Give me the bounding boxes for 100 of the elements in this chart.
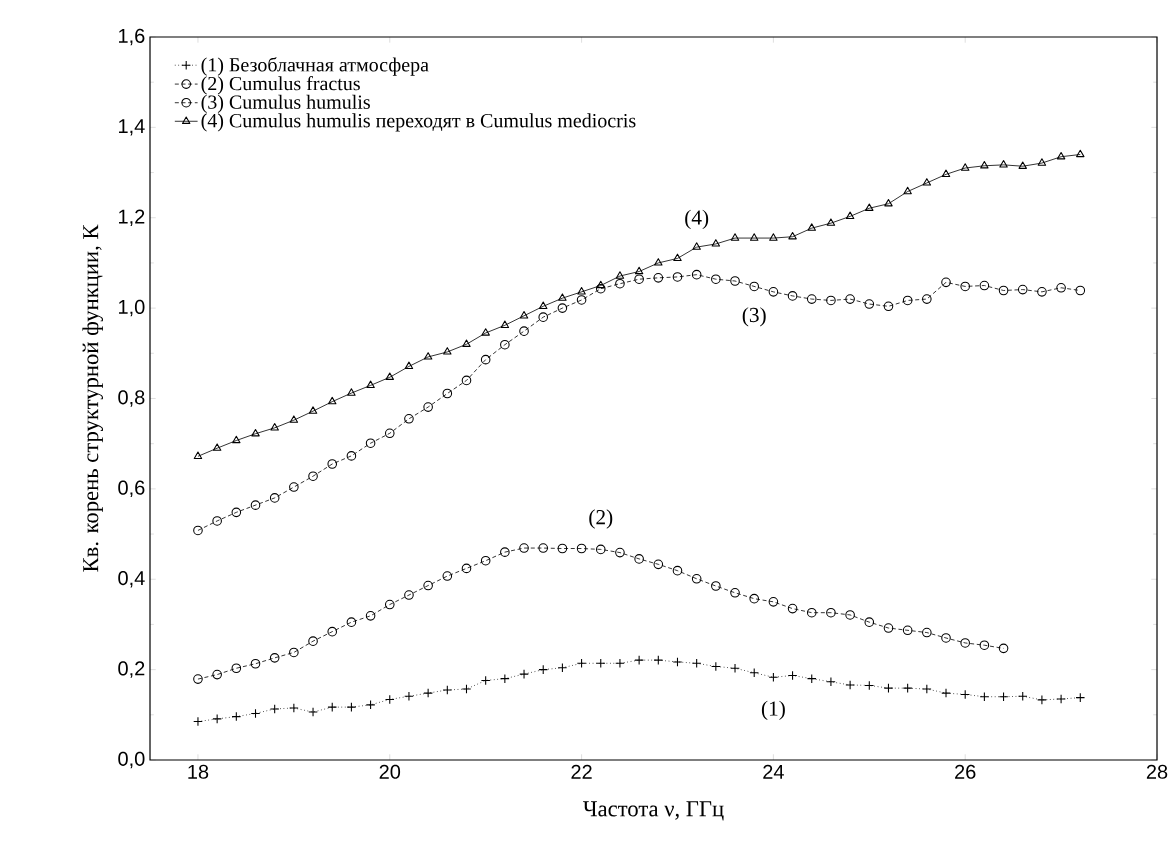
y-tick-label: 1,6 <box>119 28 145 46</box>
point <box>999 160 1008 168</box>
point <box>461 563 472 574</box>
point <box>289 482 299 492</box>
point <box>500 320 510 328</box>
point <box>730 663 740 674</box>
point <box>308 406 318 414</box>
point <box>902 295 913 306</box>
point <box>883 623 894 633</box>
point <box>692 242 701 250</box>
point <box>385 372 394 380</box>
point <box>461 684 472 694</box>
point <box>250 658 261 669</box>
y-tick-label: 0,6 <box>118 480 145 498</box>
point <box>481 328 490 336</box>
annotation: (1) <box>761 700 785 721</box>
point <box>595 544 606 555</box>
point <box>193 451 203 459</box>
point <box>615 271 625 279</box>
point <box>519 669 529 679</box>
point <box>788 231 797 240</box>
point <box>902 625 913 636</box>
point <box>883 683 894 693</box>
point <box>711 274 721 284</box>
point <box>941 688 951 698</box>
legend-label: (2) Cumulus fractus <box>201 76 360 95</box>
x-tick-label: 26 <box>955 764 976 779</box>
point <box>404 361 414 370</box>
point <box>269 704 280 714</box>
point <box>615 658 625 669</box>
point <box>787 291 798 301</box>
point <box>576 543 587 554</box>
point <box>998 691 1009 702</box>
point <box>327 626 338 637</box>
point <box>883 301 894 312</box>
y-tick-label: 0,2 <box>118 661 145 678</box>
point <box>327 702 338 712</box>
point <box>365 700 376 710</box>
point <box>845 680 855 690</box>
y-tick-label: 0,0 <box>118 751 145 769</box>
point <box>634 266 644 275</box>
point <box>365 611 376 621</box>
legend-label: (3) Cumulus humulis <box>201 94 370 113</box>
point <box>347 388 356 396</box>
point <box>212 714 222 724</box>
x-tick-label: 24 <box>763 764 784 779</box>
point <box>922 627 932 638</box>
point <box>327 459 338 469</box>
point <box>826 677 836 687</box>
point <box>577 287 586 295</box>
x-axis-title: Частота ν, ГГц <box>583 801 724 821</box>
point <box>941 633 951 643</box>
point <box>654 258 663 266</box>
point <box>576 658 587 669</box>
point <box>691 573 702 584</box>
point <box>730 276 740 286</box>
point <box>1056 694 1066 704</box>
point <box>922 684 932 694</box>
point <box>423 352 433 360</box>
point <box>807 223 816 231</box>
point <box>232 435 241 444</box>
y-axis-title: Кв. корень структурной функции, К <box>82 224 104 572</box>
point <box>231 507 242 518</box>
y-tick-label: 0,8 <box>118 390 145 407</box>
point <box>442 388 453 399</box>
point <box>308 471 318 482</box>
point <box>903 186 912 195</box>
point <box>308 636 318 646</box>
point <box>768 672 779 683</box>
point <box>519 326 529 336</box>
annotation: (3) <box>742 307 766 327</box>
point <box>711 581 721 591</box>
point <box>1037 158 1047 166</box>
point <box>212 669 222 680</box>
point <box>384 428 395 439</box>
legend-label: (1) Безоблачная атмосфера <box>201 57 429 76</box>
point <box>270 423 279 431</box>
point <box>231 663 242 674</box>
point <box>884 198 893 207</box>
point <box>442 571 453 581</box>
point <box>193 674 203 684</box>
point <box>500 339 510 350</box>
point <box>769 233 778 241</box>
point <box>826 295 836 306</box>
annotation: (4) <box>685 209 709 230</box>
point <box>404 414 414 424</box>
point <box>749 233 759 241</box>
point <box>826 218 836 226</box>
point <box>519 543 529 553</box>
point <box>730 587 740 598</box>
point <box>960 638 970 648</box>
point <box>979 640 990 651</box>
point <box>595 283 606 294</box>
point <box>711 239 721 247</box>
point <box>308 707 318 717</box>
point <box>672 272 683 282</box>
point <box>1056 282 1066 293</box>
point <box>845 610 855 620</box>
point <box>269 653 280 663</box>
point <box>404 691 414 702</box>
